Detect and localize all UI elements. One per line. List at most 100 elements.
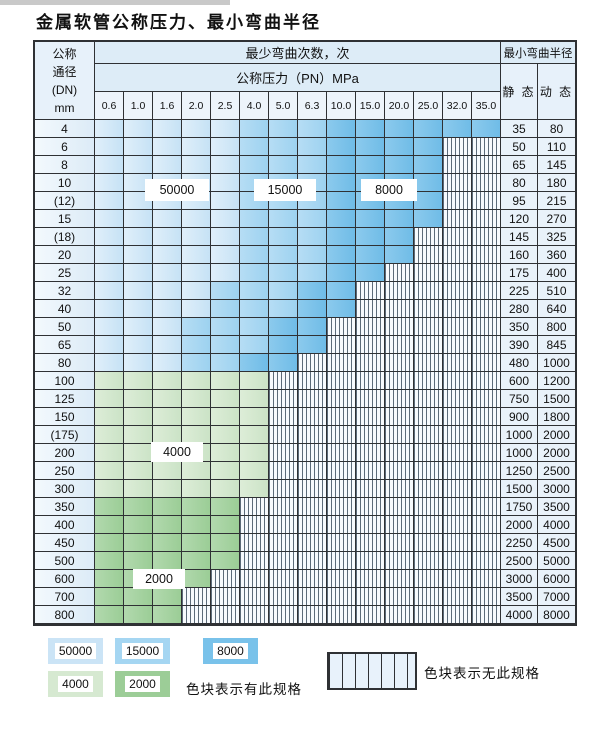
no-spec-cell — [443, 156, 472, 174]
no-spec-cell — [298, 516, 327, 534]
no-spec-cell — [240, 534, 269, 552]
no-spec-cell — [443, 552, 472, 570]
spec-cell — [153, 120, 182, 138]
no-spec-cell — [443, 480, 472, 498]
spec-cell — [95, 372, 124, 390]
legend-no-spec-text: 色块表示无此规格 — [424, 666, 540, 681]
no-spec-cell — [443, 336, 472, 354]
no-spec-cell — [356, 552, 385, 570]
spec-cell — [95, 300, 124, 318]
no-spec-cell — [472, 228, 501, 246]
spec-cell — [153, 390, 182, 408]
no-spec-cell — [414, 606, 443, 624]
no-spec-cell — [472, 552, 501, 570]
spec-cell — [153, 498, 182, 516]
spec-cell — [95, 228, 124, 246]
pressure-col-header: 4.0 — [240, 92, 269, 120]
spec-cell — [153, 462, 182, 480]
spec-cell — [124, 300, 153, 318]
spec-cell — [153, 228, 182, 246]
spec-cell — [240, 228, 269, 246]
no-spec-cell — [472, 534, 501, 552]
spec-cell — [95, 462, 124, 480]
spec-cell — [327, 246, 356, 264]
spec-cell — [269, 264, 298, 282]
no-spec-cell — [298, 480, 327, 498]
no-spec-cell — [327, 570, 356, 588]
no-spec-cell — [327, 462, 356, 480]
static-radius-value: 390 — [501, 336, 538, 354]
static-radius-value: 600 — [501, 372, 538, 390]
no-spec-cell — [385, 516, 414, 534]
no-spec-cell — [327, 552, 356, 570]
no-spec-cell — [356, 354, 385, 372]
spec-cell — [327, 282, 356, 300]
spec-cell — [124, 606, 153, 624]
dn-cell: (18) — [35, 228, 95, 246]
no-spec-cell — [472, 354, 501, 372]
spec-cell — [95, 318, 124, 336]
static-radius-value: 65 — [501, 156, 538, 174]
spec-cell — [327, 228, 356, 246]
static-radius-value: 1000 — [501, 444, 538, 462]
spec-cell — [414, 156, 443, 174]
spec-cell — [95, 408, 124, 426]
spec-cell — [211, 138, 240, 156]
spec-cell — [95, 588, 124, 606]
no-spec-cell — [414, 498, 443, 516]
no-spec-cell — [356, 444, 385, 462]
dynamic-radius-value: 80 — [538, 120, 575, 138]
no-spec-cell — [414, 282, 443, 300]
dynamic-radius-value: 180 — [538, 174, 575, 192]
spec-cell — [211, 264, 240, 282]
spec-cell — [95, 426, 124, 444]
no-spec-cell — [298, 408, 327, 426]
no-spec-cell — [298, 426, 327, 444]
spec-cell — [182, 156, 211, 174]
static-radius-value: 4000 — [501, 606, 538, 624]
no-spec-cell — [414, 390, 443, 408]
spec-cell — [298, 210, 327, 228]
spec-cell — [182, 282, 211, 300]
spec-cell — [298, 138, 327, 156]
dynamic-radius-value: 145 — [538, 156, 575, 174]
dn-cell: 700 — [35, 588, 95, 606]
spec-cell — [95, 570, 124, 588]
no-spec-cell — [269, 588, 298, 606]
no-spec-cell — [414, 570, 443, 588]
spec-table: 公称 通径 (DN) mm 最少弯曲次数，次 最小弯曲半径 公称压力（PN）MP… — [33, 40, 577, 626]
spec-cell — [124, 444, 153, 462]
legend-swatch: 50000 — [48, 638, 103, 664]
spec-cell — [240, 120, 269, 138]
spec-cell — [356, 228, 385, 246]
no-spec-cell — [443, 210, 472, 228]
no-spec-cell — [240, 606, 269, 624]
dynamic-radius-value: 6000 — [538, 570, 575, 588]
spec-cell — [95, 516, 124, 534]
spec-cell — [95, 480, 124, 498]
no-spec-cell — [472, 192, 501, 210]
no-spec-cell — [269, 552, 298, 570]
pressure-col-header: 15.0 — [356, 92, 385, 120]
spec-cell — [240, 390, 269, 408]
spec-cell — [95, 192, 124, 210]
spec-cell — [298, 300, 327, 318]
dn-cell: (12) — [35, 192, 95, 210]
no-spec-cell — [443, 354, 472, 372]
spec-cell — [298, 228, 327, 246]
cycle-count-label: 50000 — [146, 180, 208, 200]
spec-cell — [95, 498, 124, 516]
spec-cell — [211, 390, 240, 408]
dn-cell: 125 — [35, 390, 95, 408]
no-spec-cell — [298, 588, 327, 606]
static-radius-value: 1000 — [501, 426, 538, 444]
no-spec-cell — [269, 606, 298, 624]
spec-cell — [269, 228, 298, 246]
no-spec-cell — [269, 390, 298, 408]
spec-cell — [211, 174, 240, 192]
no-spec-cell — [385, 264, 414, 282]
no-spec-cell — [356, 300, 385, 318]
spec-cell — [211, 372, 240, 390]
no-spec-cell — [240, 588, 269, 606]
dn-cell: 450 — [35, 534, 95, 552]
